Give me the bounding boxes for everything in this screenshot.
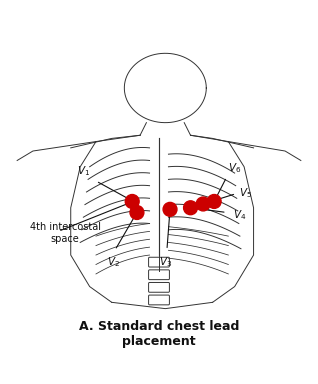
Text: $V_6$: $V_6$ — [228, 161, 241, 175]
Text: $V_3$: $V_3$ — [159, 255, 172, 269]
Text: 4th intercostal
space: 4th intercostal space — [30, 222, 101, 244]
Circle shape — [183, 201, 197, 215]
Text: $V_2$: $V_2$ — [107, 255, 120, 269]
Circle shape — [163, 202, 177, 216]
Text: A. Standard chest lead
placement: A. Standard chest lead placement — [79, 320, 239, 348]
Circle shape — [196, 197, 210, 211]
Text: $V_4$: $V_4$ — [233, 208, 246, 222]
Circle shape — [207, 195, 221, 209]
Text: $V_1$: $V_1$ — [77, 164, 90, 178]
Circle shape — [130, 205, 144, 219]
Circle shape — [125, 195, 139, 209]
Text: $V_5$: $V_5$ — [239, 186, 252, 200]
